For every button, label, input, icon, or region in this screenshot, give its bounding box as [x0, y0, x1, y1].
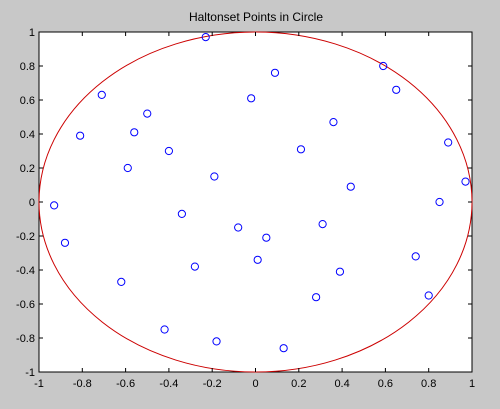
data-point: [60, 238, 70, 247]
y-tick-label: 0: [29, 197, 35, 209]
data-point: [270, 68, 280, 77]
points-layer: [50, 33, 470, 353]
data-point: [379, 61, 388, 71]
data-point: [50, 201, 59, 210]
data-point: [123, 163, 132, 173]
data-point: [201, 33, 210, 42]
data-point: [97, 90, 106, 100]
y-tick-label: -0.8: [16, 333, 35, 345]
data-point: [247, 94, 256, 103]
y-tick-label: 0.4: [20, 129, 35, 141]
y-tick-label: 0.6: [20, 95, 35, 107]
x-tick-label: -0.4: [159, 378, 178, 390]
data-point: [76, 131, 85, 140]
data-point: [335, 267, 345, 276]
data-point: [210, 172, 219, 181]
data-point: [164, 146, 173, 156]
data-point: [312, 293, 321, 302]
data-point: [143, 109, 152, 118]
x-tick-label: -0.2: [203, 378, 222, 390]
data-point: [424, 291, 433, 300]
data-point: [212, 337, 221, 346]
data-point: [253, 255, 262, 264]
x-tick-label: -0.8: [73, 378, 92, 390]
data-point: [411, 252, 420, 261]
y-tick-label: -1: [25, 367, 35, 379]
data-point: [435, 197, 444, 207]
data-point: [160, 325, 169, 334]
data-point: [190, 262, 199, 271]
x-tick-label: 0.8: [421, 378, 436, 390]
data-point: [130, 128, 139, 137]
data-point: [234, 223, 243, 232]
data-point: [296, 145, 306, 154]
y-tick-label: 0.8: [20, 61, 35, 73]
y-tick-label: 0.2: [20, 163, 35, 175]
x-tick-label: 1: [469, 378, 475, 390]
x-axis: -1 -0.8 -0.6 -0.4 -0.2 0 0.2 0.4 0.6 0.8 1: [34, 32, 475, 390]
data-point: [444, 138, 453, 147]
data-point: [346, 182, 355, 191]
data-point: [177, 209, 186, 218]
data-point: [279, 344, 288, 353]
chart-title: Haltonset Points in Circle: [189, 10, 323, 24]
x-tick-label: 0.6: [378, 378, 393, 390]
y-tick-label: -0.6: [16, 299, 35, 311]
y-axis: -1 -0.8 -0.6 -0.4 -0.2 0 0.2 0.4 0.6 0.8 1: [16, 27, 472, 379]
data-point: [117, 277, 126, 286]
x-tick-label: 0: [252, 378, 258, 390]
data-point: [461, 177, 470, 186]
plot-area: [38, 31, 473, 373]
x-tick-label: 0.2: [291, 378, 306, 390]
x-tick-label: -1: [34, 378, 44, 390]
x-tick-label: 0.4: [334, 378, 349, 390]
data-point: [318, 220, 327, 229]
x-tick-label: -0.6: [116, 378, 135, 390]
data-point: [262, 233, 271, 242]
data-point: [392, 85, 401, 94]
y-tick-label: 1: [29, 27, 35, 39]
y-tick-label: -0.2: [16, 231, 35, 243]
y-tick-label: -0.4: [16, 265, 35, 277]
data-point: [329, 118, 338, 127]
